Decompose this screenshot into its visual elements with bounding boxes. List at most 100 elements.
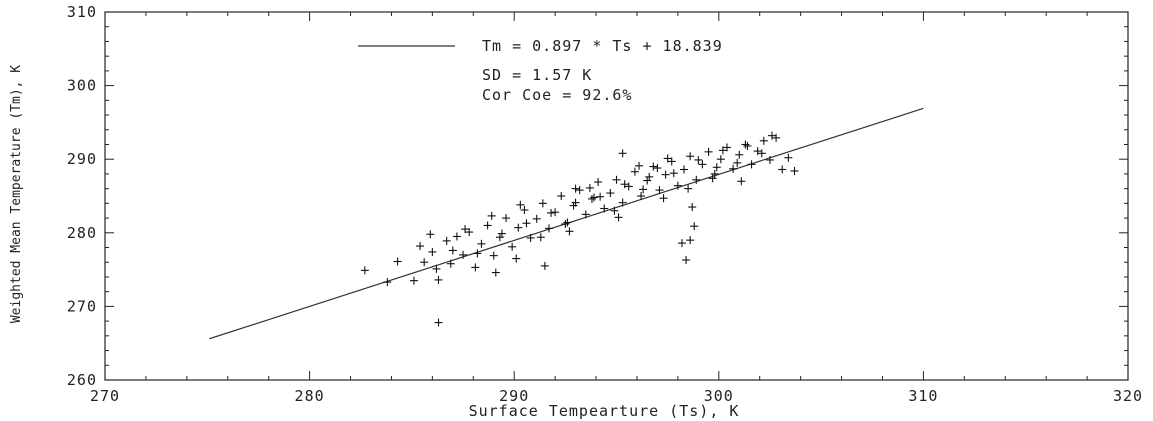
data-point [729,164,738,173]
x-tick-label: 270 [90,387,120,405]
data-point [487,211,496,220]
data-point [473,249,482,258]
data-point [790,166,799,175]
data-point [698,160,707,169]
data-point [532,214,541,223]
data-point [512,254,521,263]
data-point [612,175,621,184]
data-point [571,198,580,207]
data-point [692,175,701,184]
data-point [624,182,633,191]
data-point [620,180,629,189]
y-tick-label: 280 [67,224,97,242]
data-point [639,185,648,194]
data-point [428,247,437,256]
data-point [682,256,691,265]
data-point [442,236,451,245]
data-point [557,192,566,200]
data-point [483,221,492,230]
data-point [551,208,560,217]
data-point [680,165,689,174]
x-tick-label: 290 [499,387,529,405]
data-point [741,140,750,149]
data-point [495,233,504,242]
legend-equation: Tm = 0.897 * Ts + 18.839 [482,37,723,55]
data-point [594,178,603,187]
data-point [722,143,731,152]
data-point [516,200,525,209]
data-point [710,169,719,178]
data-point [502,214,511,223]
data-point [743,141,752,150]
data-point [688,203,697,212]
data-point [508,242,517,251]
data-point [708,174,717,183]
data-points [360,131,799,327]
data-point [765,155,774,164]
data-point [561,219,570,228]
data-point [649,162,658,171]
data-point [596,192,605,201]
y-tick-label: 260 [67,371,97,389]
data-point [673,181,682,190]
data-point [465,228,474,237]
x-axis-title: Surface Tempearture (Ts), K [469,402,740,420]
y-tick-label: 310 [67,3,97,21]
data-point [694,155,703,164]
data-point [522,219,531,228]
x-tick-label: 310 [908,387,938,405]
data-point [614,213,623,222]
data-point [383,278,392,287]
legend-sd: SD = 1.57 K [482,66,592,84]
data-point [520,205,529,214]
data-point [655,186,664,195]
data-point [645,172,654,181]
data-point [643,176,652,185]
data-point [684,184,693,193]
data-point [571,184,580,193]
data-point [360,266,369,275]
data-point [426,230,435,239]
data-point [733,158,742,167]
data-point [610,206,619,215]
data-point [716,155,725,164]
data-point [778,165,787,174]
data-point [432,264,441,273]
y-tick-label: 290 [67,150,97,168]
y-tick-label: 300 [67,77,97,95]
y-tick-label: 270 [67,297,97,315]
data-point [446,259,455,268]
data-point [491,268,500,277]
data-point [497,229,506,238]
data-point [747,160,756,169]
data-point [461,225,470,234]
y-axis-title: Weighted Mean Temperature (Tm), K [9,65,24,323]
data-point [587,194,596,203]
data-point [606,189,615,198]
data-point [420,258,429,267]
legend: Tm = 0.897 * Ts + 18.839 SD = 1.57 K Cor… [358,37,723,104]
data-point [630,167,639,176]
axis-ticks [104,11,1129,381]
data-point [540,261,549,270]
data-point [459,250,468,259]
legend-correlation: Cor Coe = 92.6% [482,86,632,104]
data-point [767,131,776,140]
data-point [434,318,443,327]
data-point [757,149,766,158]
data-point [663,154,672,163]
data-point [589,193,598,202]
x-tick-labels: 270 280 290 300 310 320 [90,387,1143,405]
data-point [581,210,590,219]
data-point [434,275,443,284]
x-tick-label: 320 [1113,387,1143,405]
data-point [669,169,678,178]
data-point [585,183,594,192]
data-point [536,233,545,242]
data-point [547,208,556,217]
data-point [653,164,662,173]
data-point [514,223,523,232]
data-point [667,157,676,166]
data-point [637,192,646,200]
